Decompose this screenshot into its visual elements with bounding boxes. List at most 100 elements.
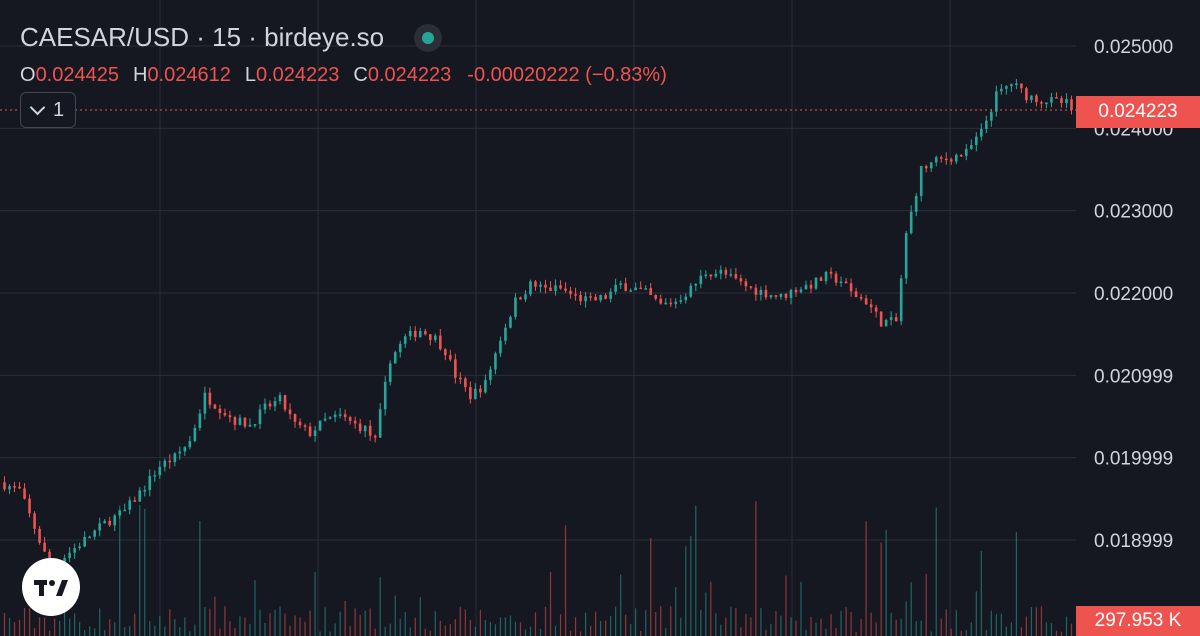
- volume-bar: [219, 628, 221, 636]
- candle-body: [769, 295, 773, 298]
- volume-bar: [735, 607, 737, 636]
- volume-bar: [244, 617, 246, 636]
- candle-body: [644, 288, 648, 290]
- volume-bar: [875, 622, 877, 636]
- candle-body: [293, 414, 297, 422]
- candle-body: [839, 281, 843, 284]
- candle-body: [1015, 83, 1018, 85]
- volume-bar: [294, 615, 296, 636]
- candle-body: [353, 420, 357, 424]
- volume-bar: [309, 610, 311, 636]
- collapse-indicators-button[interactable]: 1: [20, 92, 76, 128]
- candle-body: [464, 378, 467, 388]
- candle-body: [143, 490, 147, 492]
- candle-body: [1055, 97, 1058, 99]
- volume-bar: [304, 621, 306, 636]
- candle-body: [393, 352, 397, 364]
- volume-bar: [815, 622, 817, 636]
- volume-bar: [850, 612, 852, 636]
- volume-bar: [269, 613, 271, 636]
- tradingview-logo-icon[interactable]: [22, 558, 80, 616]
- volume-bar: [274, 610, 276, 636]
- volume-bar: [53, 618, 56, 636]
- candle-body: [68, 552, 71, 559]
- volume-bar: [820, 618, 822, 636]
- candle-body: [78, 546, 81, 549]
- candle-body: [223, 413, 227, 416]
- candle-body: [3, 482, 6, 490]
- volume-bar: [955, 610, 957, 636]
- volume-bar: [665, 627, 667, 636]
- candle-body: [779, 293, 783, 297]
- candle-body: [669, 302, 673, 305]
- candle-body: [519, 297, 522, 300]
- candle-body: [1010, 84, 1013, 87]
- candle-body: [258, 409, 262, 425]
- volume-bar: [164, 626, 166, 636]
- candle-body: [799, 289, 803, 293]
- close-label: C: [353, 64, 368, 86]
- candle-body: [919, 166, 923, 196]
- volume-bar: [84, 629, 86, 636]
- volume-bar: [1035, 607, 1038, 636]
- volume-bar: [584, 612, 587, 636]
- volume-bar: [514, 621, 517, 636]
- candle-body: [494, 353, 497, 370]
- candle-body: [193, 428, 197, 442]
- candle-body: [218, 408, 222, 414]
- volume-bar: [104, 630, 106, 636]
- candle-body: [298, 421, 302, 426]
- candle-body: [413, 330, 417, 338]
- candle-body: [418, 331, 422, 338]
- candle-body: [238, 417, 242, 425]
- candle-body: [163, 460, 167, 467]
- volume-bar: [740, 627, 742, 636]
- candle-body: [544, 284, 547, 288]
- candle-body: [308, 426, 312, 436]
- candle-body: [564, 288, 567, 291]
- candle-body: [449, 355, 452, 360]
- volume-bar: [855, 631, 857, 636]
- candle-body: [549, 287, 552, 291]
- candle-body: [924, 166, 928, 169]
- volume-bar: [13, 622, 16, 636]
- volume-bar: [23, 607, 26, 636]
- candle-body: [378, 409, 382, 438]
- volume-bar: [1005, 626, 1007, 636]
- volume-bar: [715, 613, 717, 636]
- volume-bar: [109, 619, 111, 636]
- candle-body: [764, 289, 768, 298]
- volume-bar: [835, 628, 837, 636]
- candle-body: [819, 277, 823, 281]
- candle-body: [363, 425, 367, 432]
- volume-bar: [384, 626, 386, 636]
- candle-body: [358, 423, 362, 432]
- volume-bar: [695, 505, 697, 636]
- volume-bar: [865, 521, 867, 636]
- candle-body: [824, 271, 828, 281]
- candle-body: [719, 269, 723, 274]
- candle-body: [13, 486, 16, 488]
- volume-bar: [449, 624, 451, 636]
- candle-body: [679, 300, 683, 302]
- candle-body: [559, 285, 562, 289]
- volume-bar: [414, 617, 416, 636]
- volume-bar: [700, 610, 702, 636]
- volume-bar: [895, 619, 897, 636]
- y-tick-label: 0.018999: [1094, 531, 1173, 552]
- high-label: H: [132, 64, 148, 86]
- volume-bar: [544, 606, 547, 636]
- change-value: -0.00020222 (−0.83%): [467, 64, 667, 86]
- volume-bar: [424, 628, 426, 636]
- volume-bar: [454, 619, 456, 636]
- volume-bar: [985, 629, 987, 636]
- volume-bar: [189, 631, 191, 636]
- volume-bar: [409, 627, 411, 636]
- volume-bar: [199, 520, 201, 636]
- candle-body: [208, 392, 212, 405]
- candle-body: [268, 403, 272, 407]
- volume-bar: [1065, 616, 1068, 636]
- candle-body: [138, 490, 142, 502]
- candle-body: [434, 335, 437, 340]
